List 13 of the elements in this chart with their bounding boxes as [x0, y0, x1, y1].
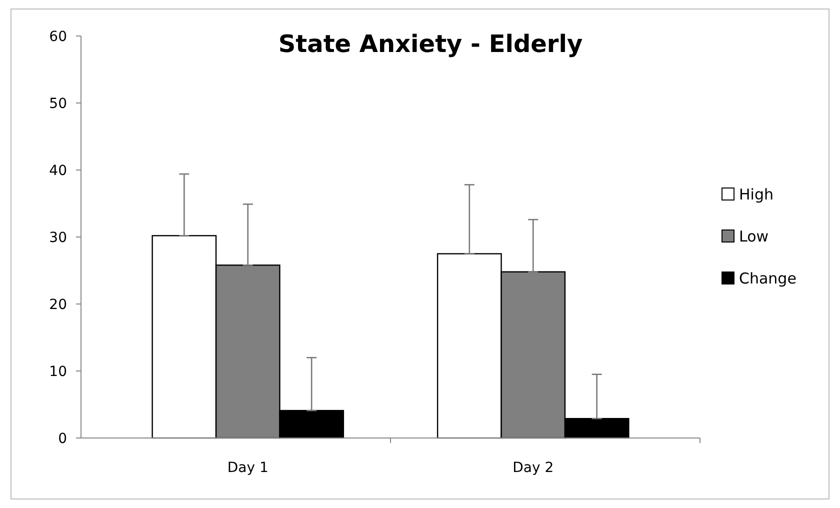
y-tick-label: 30: [49, 230, 67, 246]
y-tick-label: 10: [49, 364, 67, 380]
y-tick-label: 0: [58, 430, 67, 447]
x-tick-label: Day 1: [227, 460, 268, 476]
legend-label: High: [739, 185, 774, 204]
legend-label: Low: [739, 227, 769, 246]
legend-label: Change: [739, 269, 796, 288]
x-tick-label: Day 2: [512, 460, 554, 476]
y-tick-label: 60: [49, 28, 67, 45]
y-tick-label: 50: [49, 96, 67, 112]
y-tick-label: 40: [49, 162, 67, 179]
chart-title: State Anxiety - Elderly: [278, 30, 583, 58]
y-tick-label: 20: [49, 296, 67, 313]
